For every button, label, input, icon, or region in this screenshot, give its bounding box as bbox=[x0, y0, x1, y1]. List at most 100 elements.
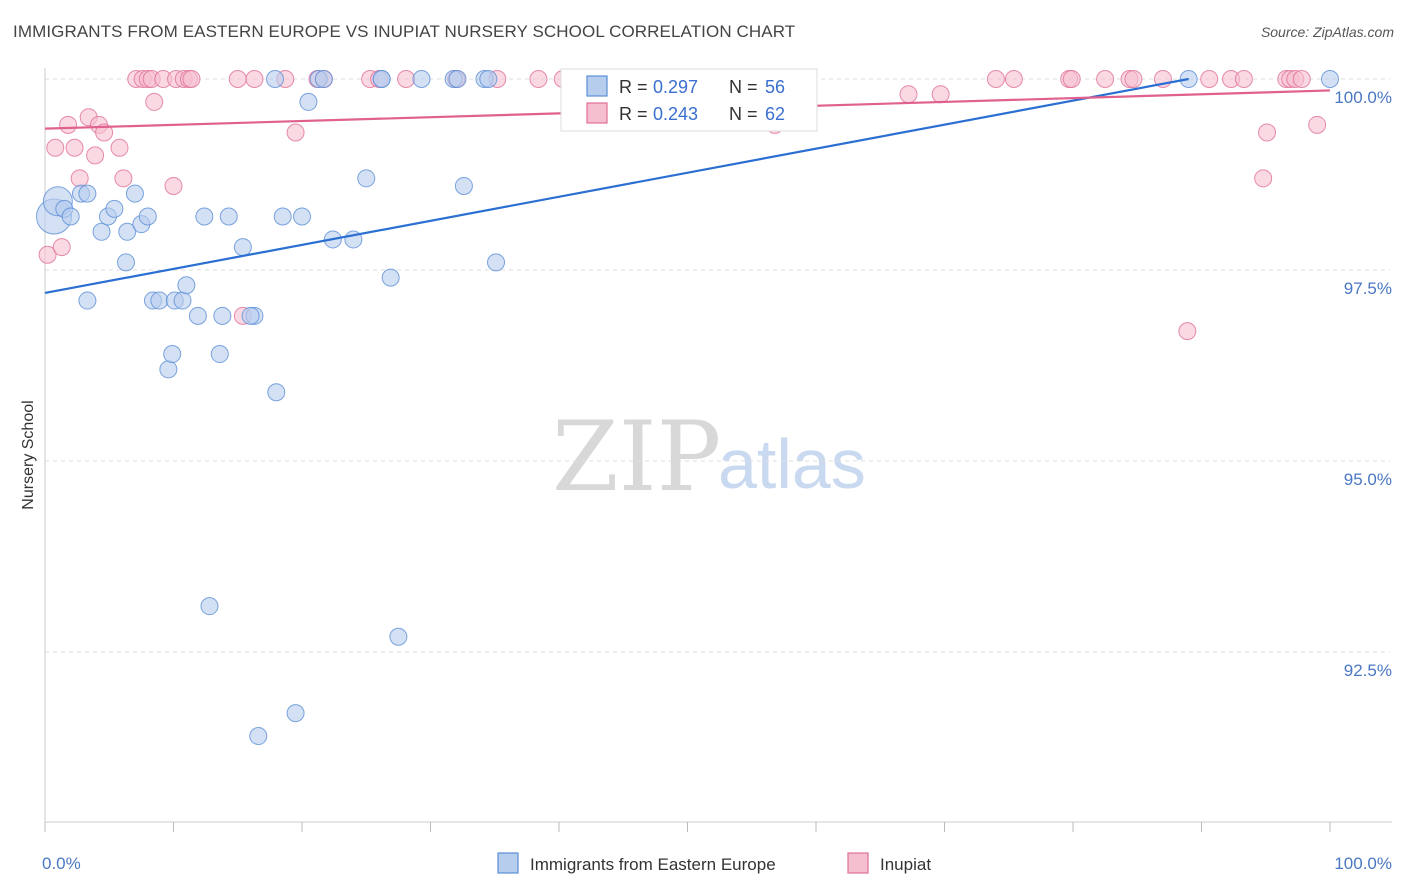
inupiat-point bbox=[65, 138, 84, 157]
watermark-zip: ZIP bbox=[552, 401, 721, 513]
inupiat-point bbox=[1308, 115, 1327, 134]
eastern-europe-point bbox=[372, 70, 391, 88]
eastern-europe-point bbox=[249, 727, 268, 746]
eastern-europe-point bbox=[173, 291, 192, 310]
inupiat-point bbox=[1258, 123, 1277, 142]
inupiat-point bbox=[1004, 70, 1023, 88]
inupiat-point bbox=[1292, 70, 1311, 88]
inupiat-point bbox=[1178, 322, 1197, 341]
inupiat-point bbox=[145, 92, 164, 111]
inupiat-point bbox=[164, 176, 183, 195]
eastern-europe-points bbox=[35, 70, 1339, 746]
inupiat-point bbox=[95, 123, 114, 142]
eastern-europe-point bbox=[195, 207, 214, 226]
eastern-europe-point bbox=[479, 70, 498, 88]
inupiat-point bbox=[986, 70, 1005, 88]
legend-label-blue: Immigrants from Eastern Europe bbox=[530, 855, 776, 874]
eastern-europe-point bbox=[314, 70, 333, 88]
inupiat-point bbox=[110, 138, 129, 157]
eastern-europe-point bbox=[92, 222, 111, 241]
inupiat-point bbox=[1200, 70, 1219, 88]
y-tick-labels: 100.0% 97.5% 95.0% 92.5% bbox=[1334, 88, 1392, 680]
eastern-europe-point bbox=[116, 253, 135, 272]
inupiat-point bbox=[245, 70, 264, 88]
inupiat-point bbox=[46, 138, 65, 157]
x-tick-label: 0.0% bbox=[42, 854, 81, 873]
eastern-europe-point bbox=[454, 176, 473, 195]
stats-r-value: 0.243 bbox=[653, 104, 698, 124]
inupiat-point bbox=[1096, 70, 1115, 88]
x-tick-labels: 0.0% 100.0% bbox=[42, 854, 1392, 873]
inupiat-point bbox=[286, 123, 305, 142]
eastern-europe-point bbox=[213, 306, 232, 325]
inupiat-point bbox=[86, 146, 105, 165]
eastern-europe-point bbox=[200, 597, 219, 616]
stats-r-label: R = bbox=[619, 77, 648, 97]
inupiat-point bbox=[899, 85, 918, 104]
y-tick-label: 100.0% bbox=[1334, 88, 1392, 107]
stats-n-value: 62 bbox=[765, 104, 785, 124]
y-tick-label: 97.5% bbox=[1344, 279, 1392, 298]
inupiat-point bbox=[529, 70, 548, 88]
eastern-europe-point bbox=[299, 92, 318, 111]
eastern-europe-point bbox=[78, 184, 97, 203]
eastern-europe-point bbox=[233, 238, 252, 257]
inupiat-point bbox=[1124, 70, 1143, 88]
legend-swatch-blue bbox=[497, 852, 519, 874]
inupiat-point bbox=[70, 169, 89, 188]
y-tick-label: 92.5% bbox=[1344, 661, 1392, 680]
eastern-europe-point bbox=[293, 207, 311, 226]
eastern-europe-point bbox=[241, 306, 260, 325]
eastern-europe-point bbox=[210, 345, 229, 364]
stats-r-label: R = bbox=[619, 104, 648, 124]
inupiat-point bbox=[1234, 70, 1253, 88]
eastern-europe-point bbox=[177, 276, 196, 295]
stats-n-label: N = bbox=[729, 77, 758, 97]
inupiat-point bbox=[52, 238, 71, 257]
inupiat-point bbox=[59, 115, 78, 134]
inupiat-point bbox=[397, 70, 416, 88]
y-tick-label: 95.0% bbox=[1344, 470, 1392, 489]
eastern-europe-point bbox=[357, 169, 376, 188]
eastern-europe-point bbox=[412, 70, 431, 88]
stats-swatch-blue bbox=[586, 75, 608, 97]
eastern-europe-point bbox=[286, 704, 305, 723]
inupiat-point bbox=[931, 85, 950, 104]
chart-source: Source: ZipAtlas.com bbox=[1260, 24, 1394, 40]
legend-label-pink: Inupiat bbox=[880, 855, 931, 874]
eastern-europe-point bbox=[125, 184, 144, 203]
x-tick-label: 100.0% bbox=[1334, 854, 1392, 873]
eastern-europe-point bbox=[1321, 70, 1339, 88]
gridlines bbox=[45, 78, 1390, 653]
eastern-europe-point bbox=[266, 70, 285, 88]
watermark: ZIP atlas bbox=[552, 401, 866, 513]
eastern-europe-point bbox=[118, 222, 137, 241]
stats-swatch-pink bbox=[586, 102, 608, 124]
inupiat-point bbox=[1062, 70, 1081, 88]
eastern-europe-point bbox=[138, 207, 157, 226]
legend-swatch-pink bbox=[847, 852, 869, 874]
stats-legend: R = 0.297 N = 56 R = 0.243 N = 62 bbox=[560, 68, 818, 132]
inupiat-point bbox=[114, 169, 133, 188]
chart-title: IMMIGRANTS FROM EASTERN EUROPE VS INUPIA… bbox=[13, 22, 796, 41]
inupiat-point bbox=[228, 70, 247, 88]
eastern-europe-point bbox=[163, 345, 182, 364]
eastern-europe-point bbox=[61, 207, 80, 226]
eastern-europe-point bbox=[159, 360, 178, 379]
bottom-legend: Immigrants from Eastern Europe Inupiat bbox=[497, 852, 931, 874]
eastern-europe-point bbox=[381, 268, 400, 287]
eastern-europe-point bbox=[267, 383, 286, 402]
watermark-atlas: atlas bbox=[718, 425, 866, 503]
stats-n-value: 56 bbox=[765, 77, 785, 97]
eastern-europe-point bbox=[219, 207, 238, 226]
eastern-europe-point bbox=[105, 199, 124, 218]
y-axis-label: Nursery School bbox=[20, 400, 37, 509]
eastern-europe-point bbox=[487, 253, 506, 272]
eastern-europe-point bbox=[78, 291, 97, 310]
inupiat-point bbox=[38, 245, 57, 264]
inupiat-point bbox=[1254, 169, 1273, 188]
stats-r-value: 0.297 bbox=[653, 77, 698, 97]
eastern-europe-point bbox=[188, 306, 207, 325]
eastern-europe-point bbox=[273, 207, 292, 226]
